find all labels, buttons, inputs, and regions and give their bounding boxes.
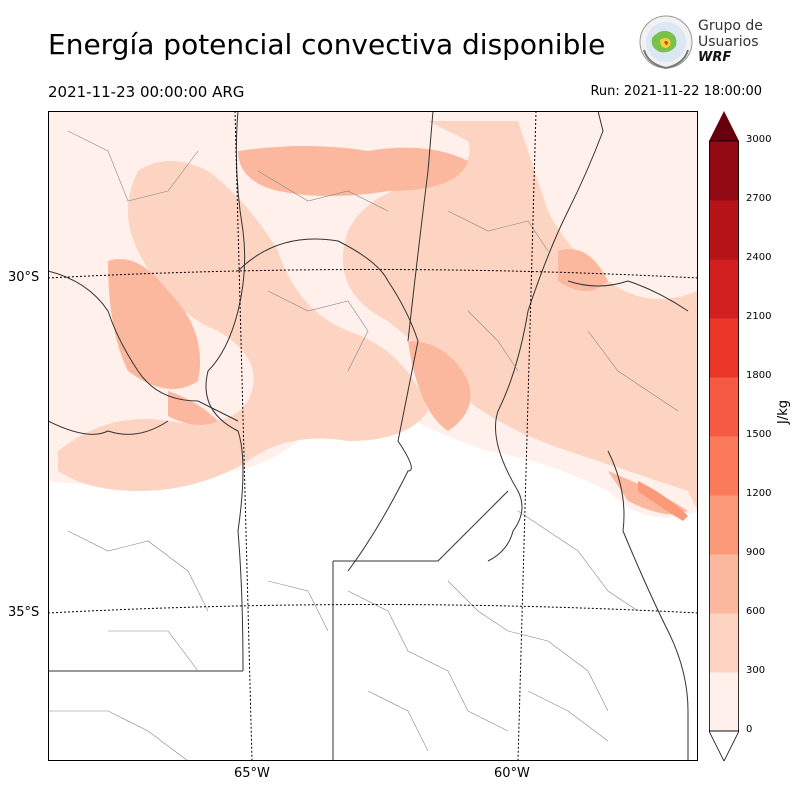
colorbar-tick-label: 0 bbox=[746, 724, 753, 735]
colorbar-segment bbox=[709, 495, 739, 555]
run-time: Run: 2021-11-22 18:00:00 bbox=[590, 84, 762, 99]
colorbar-segment bbox=[709, 141, 739, 201]
colorbar-segments bbox=[709, 141, 739, 732]
graticule bbox=[48, 111, 698, 761]
department-lines bbox=[48, 130, 679, 761]
colorbar-unit-label: J/kg bbox=[776, 400, 791, 424]
colorbar-tick-label: 900 bbox=[746, 547, 766, 558]
wrf-logo: Grupo de Usuarios WRF bbox=[638, 14, 768, 74]
colorbar bbox=[709, 111, 739, 761]
colorbar-segment bbox=[709, 613, 739, 673]
colorbar-segment bbox=[709, 259, 739, 319]
lon-65w-line bbox=[234, 111, 253, 761]
colorbar-tick-label: 300 bbox=[746, 665, 766, 676]
colorbar-segment bbox=[709, 318, 739, 378]
colorbar-tick-label: 1200 bbox=[746, 488, 772, 499]
colorbar-tick-label: 1500 bbox=[746, 429, 772, 440]
cape-map bbox=[48, 111, 698, 761]
lon-60w-line bbox=[517, 111, 537, 761]
lat-label-30s: 30°S bbox=[8, 270, 40, 285]
logo-line-2: Usuarios bbox=[698, 34, 759, 50]
chart-title: Energía potencial convectiva disponible bbox=[48, 28, 606, 61]
admin-boundaries bbox=[48, 111, 689, 761]
colorbar-segment bbox=[709, 377, 739, 437]
colorbar-tick-label: 2100 bbox=[746, 311, 772, 322]
lat-label-35s: 35°S bbox=[8, 605, 40, 620]
lat-30s-line bbox=[48, 269, 698, 279]
lat-35s-line bbox=[48, 604, 698, 614]
colorbar-segment bbox=[709, 436, 739, 496]
colorbar-extend-top bbox=[709, 111, 739, 141]
colorbar-segment bbox=[709, 672, 739, 732]
colorbar-segment bbox=[709, 554, 739, 614]
lon-label-60w: 60°W bbox=[494, 766, 530, 781]
colorbar-tick-label: 3000 bbox=[746, 134, 772, 145]
colorbar-extend-bottom bbox=[709, 730, 739, 761]
valid-time: 2021-11-23 00:00:00 ARG bbox=[48, 83, 245, 101]
cape-shading bbox=[48, 111, 698, 761]
colorbar-tick-label: 2700 bbox=[746, 193, 772, 204]
colorbar-tick-label: 2400 bbox=[746, 252, 772, 263]
lon-label-65w: 65°W bbox=[234, 766, 270, 781]
colorbar-tick-label: 600 bbox=[746, 606, 766, 617]
colorbar-tick-label: 1800 bbox=[746, 370, 772, 381]
colorbar-segment bbox=[709, 200, 739, 260]
logo-line-1: Grupo de bbox=[698, 18, 763, 34]
logo-line-3: WRF bbox=[698, 50, 732, 65]
globe-icon bbox=[639, 15, 693, 70]
